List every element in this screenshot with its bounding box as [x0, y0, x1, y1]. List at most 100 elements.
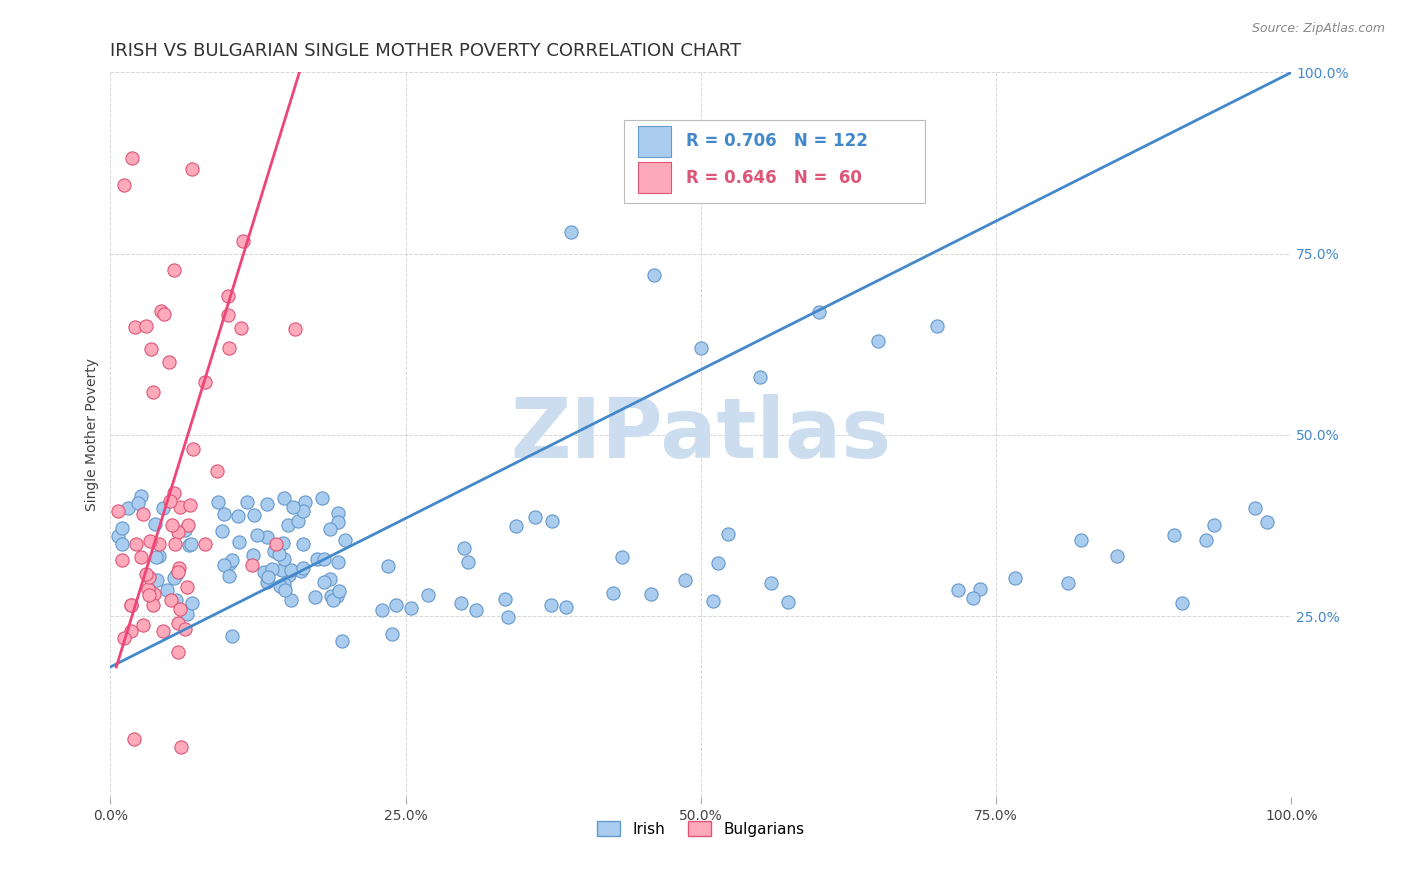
Point [283, 500, 305, 515]
Text: R = 0.646   N =  60: R = 0.646 N = 60 [686, 169, 862, 186]
Point [707, 556, 730, 570]
Point [381, 627, 404, 641]
Point [273, 551, 295, 566]
Point [319, 572, 342, 586]
Point [962, 591, 984, 605]
Point [159, 355, 181, 369]
Point [148, 536, 170, 550]
Point [322, 592, 344, 607]
Point [457, 555, 479, 569]
Point [1057, 576, 1080, 591]
Point [523, 509, 546, 524]
Point [169, 602, 191, 616]
Point [205, 464, 228, 478]
Point [643, 268, 665, 283]
Point [450, 596, 472, 610]
Point [1105, 549, 1128, 563]
Point [165, 567, 187, 582]
Point [135, 319, 157, 334]
Text: R = 0.706   N = 122: R = 0.706 N = 122 [686, 132, 868, 151]
Point [127, 496, 149, 510]
Point [112, 178, 135, 193]
Point [125, 536, 148, 550]
Point [163, 571, 186, 585]
Point [152, 501, 174, 516]
Point [453, 541, 475, 555]
Point [328, 556, 350, 570]
Point [269, 579, 291, 593]
Point [166, 565, 188, 579]
Point [277, 568, 299, 582]
Point [150, 303, 173, 318]
Point [132, 618, 155, 632]
Point [925, 319, 948, 334]
Legend: Irish, Bulgarians: Irish, Bulgarians [589, 813, 813, 844]
Point [221, 553, 243, 567]
Point [107, 529, 129, 543]
Point [138, 534, 160, 549]
Point [256, 530, 278, 544]
Point [148, 549, 170, 563]
Point [494, 591, 516, 606]
Point [307, 551, 329, 566]
Point [143, 587, 166, 601]
Point [948, 582, 970, 597]
Point [218, 556, 240, 570]
Point [169, 500, 191, 514]
Point [129, 489, 152, 503]
Point [163, 263, 186, 277]
Point [256, 497, 278, 511]
Point [152, 624, 174, 638]
Point [146, 573, 169, 587]
Point [111, 521, 134, 535]
Point [120, 599, 142, 613]
Point [121, 152, 143, 166]
Point [111, 553, 134, 567]
Point [242, 549, 264, 563]
Point [294, 495, 316, 509]
Text: ZIPatlas: ZIPatlas [510, 394, 891, 475]
Point [256, 570, 278, 584]
Point [166, 615, 188, 630]
Y-axis label: Single Mother Poverty: Single Mother Poverty [86, 359, 100, 511]
Point [236, 495, 259, 509]
Point [165, 536, 187, 550]
FancyBboxPatch shape [624, 120, 925, 203]
Point [1004, 571, 1026, 585]
Point [748, 370, 770, 384]
Point [290, 565, 312, 579]
Point [1163, 528, 1185, 542]
Point [170, 739, 193, 754]
Point [228, 535, 250, 549]
Point [540, 599, 562, 613]
Point [418, 589, 440, 603]
Point [226, 509, 249, 524]
Point [180, 161, 202, 176]
Point [866, 334, 889, 348]
Point [122, 732, 145, 747]
Point [107, 503, 129, 517]
Point [761, 575, 783, 590]
Point [160, 518, 183, 533]
Point [311, 491, 333, 505]
Point [328, 583, 350, 598]
Point [284, 321, 307, 335]
Point [702, 594, 724, 608]
Point [385, 598, 408, 612]
Point [176, 607, 198, 621]
Point [143, 517, 166, 532]
Point [807, 304, 830, 318]
Point [291, 537, 314, 551]
Point [312, 575, 335, 590]
Point [176, 580, 198, 594]
Point [166, 592, 188, 607]
Point [181, 442, 204, 457]
Point [111, 537, 134, 551]
Point [269, 547, 291, 561]
Point [138, 569, 160, 583]
Point [211, 524, 233, 538]
Point [117, 500, 139, 515]
Point [292, 560, 315, 574]
Point [319, 589, 342, 603]
Point [166, 525, 188, 540]
